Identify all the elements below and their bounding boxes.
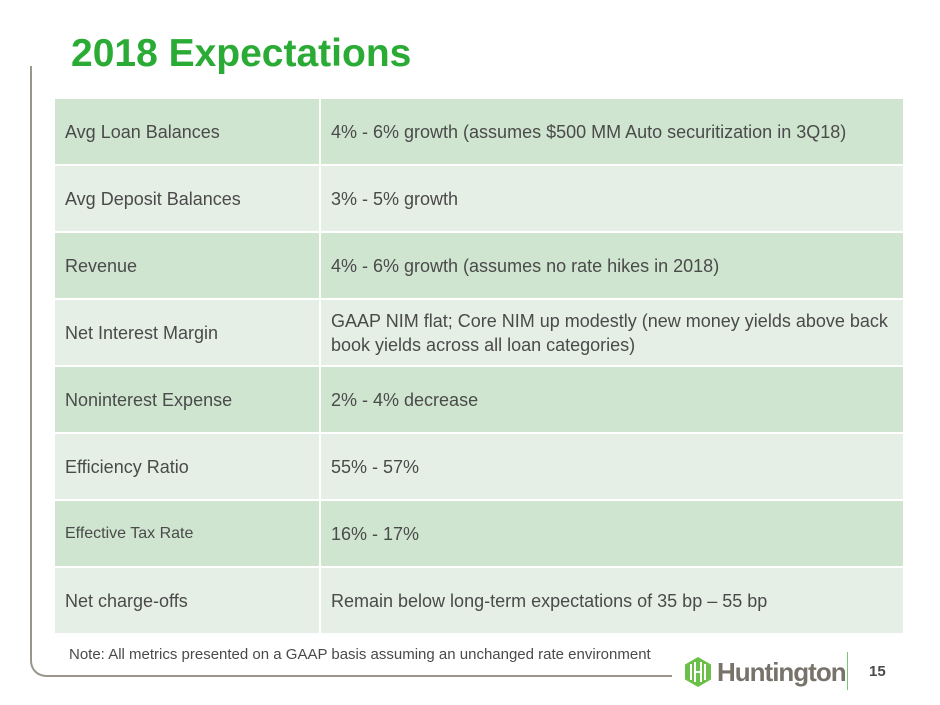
divider bbox=[847, 652, 848, 690]
table-row: Effective Tax Rate 16% - 17% bbox=[53, 499, 905, 568]
row-label: Efficiency Ratio bbox=[53, 432, 321, 501]
table-row: Net charge-offs Remain below long-term ex… bbox=[53, 566, 905, 635]
row-label: Avg Loan Balances bbox=[53, 97, 321, 166]
table-row: Revenue 4% - 6% growth (assumes no rate h… bbox=[53, 231, 905, 300]
row-value: Remain below long-term expectations of 3… bbox=[319, 566, 905, 635]
table-row: Noninterest Expense 2% - 4% decrease bbox=[53, 365, 905, 434]
footnote: Note: All metrics presented on a GAAP ba… bbox=[69, 646, 651, 663]
row-label: Noninterest Expense bbox=[53, 365, 321, 434]
row-label: Net charge-offs bbox=[53, 566, 321, 635]
huntington-hexagon-icon bbox=[685, 657, 711, 687]
table-row: Avg Deposit Balances 3% - 5% growth bbox=[53, 164, 905, 233]
page-number: 15 bbox=[869, 663, 886, 680]
row-value: 2% - 4% decrease bbox=[319, 365, 905, 434]
row-value: 16% - 17% bbox=[319, 499, 905, 568]
table-row: Efficiency Ratio 55% - 57% bbox=[53, 432, 905, 501]
row-value: GAAP NIM flat; Core NIM up modestly (new… bbox=[319, 298, 905, 367]
row-value: 4% - 6% growth (assumes $500 MM Auto sec… bbox=[319, 97, 905, 166]
row-value: 55% - 57% bbox=[319, 432, 905, 501]
row-label: Revenue bbox=[53, 231, 321, 300]
table-row: Net Interest Margin GAAP NIM flat; Core N… bbox=[53, 298, 905, 367]
row-value: 3% - 5% growth bbox=[319, 164, 905, 233]
expectations-table: Avg Loan Balances 4% - 6% growth (assumes… bbox=[53, 97, 905, 635]
logo-text: Huntington bbox=[717, 656, 847, 687]
row-label: Effective Tax Rate bbox=[53, 499, 321, 568]
row-label: Net Interest Margin bbox=[53, 298, 321, 367]
decorative-frame bbox=[30, 66, 672, 677]
row-value: 4% - 6% growth (assumes no rate hikes in… bbox=[319, 231, 905, 300]
huntington-logo: Huntington bbox=[683, 656, 847, 688]
page-title: 2018 Expectations bbox=[71, 32, 412, 75]
table-row: Avg Loan Balances 4% - 6% growth (assumes… bbox=[53, 97, 905, 166]
row-label: Avg Deposit Balances bbox=[53, 164, 321, 233]
